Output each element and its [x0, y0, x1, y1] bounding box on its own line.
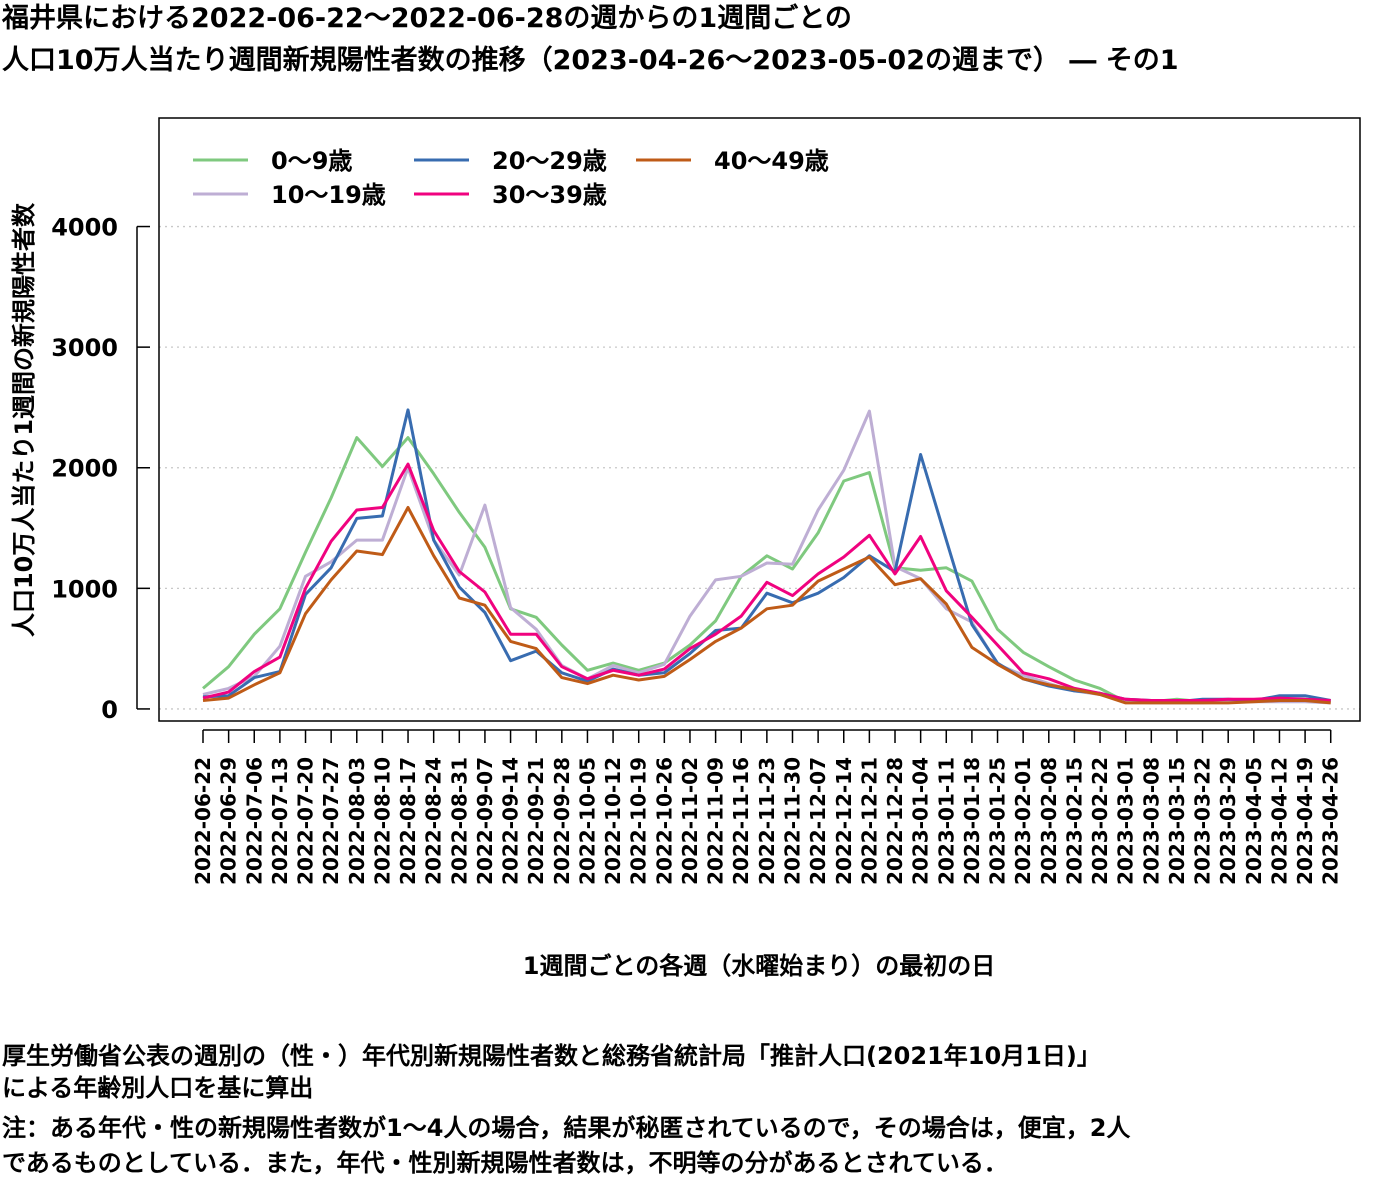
x-tick-label: 2022-08-03 — [345, 757, 369, 885]
x-tick-label: 2023-02-15 — [1062, 757, 1086, 885]
x-tick-label: 2023-04-26 — [1319, 757, 1343, 885]
x-tick-label: 2023-03-29 — [1216, 757, 1240, 885]
x-tick-label: 2022-11-16 — [729, 757, 753, 885]
x-tick-label: 2022-08-10 — [370, 757, 394, 885]
y-tick-label: 3000 — [51, 334, 118, 362]
x-tick-label: 2022-11-30 — [780, 757, 804, 885]
x-tick-label: 2022-10-26 — [652, 757, 676, 885]
y-tick-label: 4000 — [51, 214, 118, 242]
legend-label: 0～9歳 — [271, 147, 352, 175]
x-tick-label: 2022-08-31 — [447, 757, 471, 885]
y-tick-label: 2000 — [51, 455, 118, 483]
x-tick-label: 2022-12-07 — [806, 757, 830, 885]
y-tick-label: 0 — [101, 696, 118, 724]
chart-title-line2: 人口10万人当たり週間新規陽性者数の推移（2023-04-26～2023-05-… — [2, 45, 1179, 76]
x-tick-label: 2023-04-05 — [1242, 757, 1266, 885]
x-tick-label: 2022-09-07 — [473, 757, 497, 885]
x-tick-label: 2023-02-22 — [1088, 757, 1112, 885]
x-tick-label: 2023-01-11 — [934, 757, 958, 885]
x-tick-label: 2022-08-17 — [396, 757, 420, 885]
plot-frame — [158, 117, 1361, 722]
x-tick-label: 2023-03-08 — [1139, 757, 1163, 885]
chart-title-line1: 福井県における2022-06-22～2022-06-28の週からの1週間ごとの — [2, 3, 852, 34]
x-axis: 2022-06-22 2022-06-29 2022-07-06 2022-07-13… — [191, 729, 1343, 885]
legend-label: 40～49歳 — [714, 147, 829, 175]
x-tick-label: 2023-04-12 — [1267, 757, 1291, 885]
x-tick-label: 2023-02-08 — [1037, 757, 1061, 885]
x-tick-label: 2022-12-28 — [883, 757, 907, 885]
x-tick-label: 2023-04-19 — [1293, 757, 1317, 885]
y-axis-label: 人口10万人当たり1週間の新規陽性者数 — [10, 202, 38, 637]
legend-label: 20～29歳 — [492, 147, 607, 175]
x-tick-label: 2022-11-23 — [755, 757, 779, 885]
footnote-line1: 注：ある年代・性の新規陽性者数が1～4人の場合，結果が秘匿されているので，その場… — [2, 1114, 1131, 1142]
x-tick-label: 2023-01-18 — [960, 757, 984, 885]
x-tick-label: 2023-01-25 — [986, 757, 1010, 885]
source-note-line2: による年齢別人口を基に算出 — [2, 1074, 314, 1102]
x-tick-label: 2022-09-28 — [550, 757, 574, 885]
y-tick-label: 1000 — [51, 575, 118, 603]
x-tick-label: 2022-07-27 — [319, 757, 343, 885]
footnote-line2: であるものとしている．また，年代・性別新規陽性者数は，不明等の分があるとされてい… — [2, 1149, 1008, 1177]
series-line-0～9歳 — [202, 436, 1331, 704]
x-tick-label: 2022-11-02 — [678, 757, 702, 885]
x-tick-label: 2022-07-13 — [268, 757, 292, 885]
series-line-40～49歳 — [202, 506, 1331, 705]
legend-label: 10～19歳 — [271, 181, 386, 209]
x-tick-label: 2023-03-15 — [1165, 757, 1189, 885]
x-tick-label: 2022-07-20 — [294, 757, 318, 885]
y-axis: 0 1000 2000 3000 4000 — [51, 214, 150, 724]
x-tick-label: 2023-02-01 — [1011, 757, 1035, 885]
x-tick-label: 2022-11-09 — [704, 757, 728, 885]
x-tick-label: 2022-09-21 — [524, 757, 548, 885]
x-tick-label: 2022-09-14 — [499, 757, 523, 885]
legend: 0～9歳 10～19歳 20～29歳 30～39歳 40～49歳 — [193, 147, 829, 209]
x-tick-label: 2022-10-19 — [627, 757, 651, 885]
source-note-line1: 厚生労働省公表の週別の（性・）年代別新規陽性者数と総務省統計局「推計人口(202… — [2, 1042, 1101, 1070]
x-tick-label: 2023-01-04 — [909, 757, 933, 885]
x-tick-label: 2023-03-01 — [1114, 757, 1138, 885]
x-tick-label: 2022-10-12 — [601, 757, 625, 885]
series-line-30～39歳 — [202, 462, 1331, 702]
series-lines — [202, 408, 1331, 705]
x-tick-label: 2022-06-22 — [191, 757, 215, 885]
x-axis-label: 1週間ごとの各週（水曜始まり）の最初の日 — [523, 952, 995, 980]
x-tick-label: 2023-03-22 — [1191, 757, 1215, 885]
x-tick-label: 2022-12-21 — [857, 757, 881, 885]
x-tick-label: 2022-10-05 — [575, 757, 599, 885]
x-tick-label: 2022-12-14 — [832, 757, 856, 885]
x-tick-label: 2022-07-06 — [242, 757, 266, 885]
grid-lines — [159, 225, 1360, 710]
x-tick-label: 2022-06-29 — [217, 757, 241, 885]
x-tick-label: 2022-08-24 — [422, 757, 446, 885]
legend-label: 30～39歳 — [492, 181, 607, 209]
